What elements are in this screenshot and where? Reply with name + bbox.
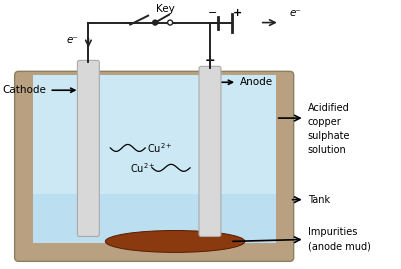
Text: Cu$^{2+}$: Cu$^{2+}$: [130, 161, 156, 175]
Text: solution: solution: [307, 145, 346, 155]
Circle shape: [152, 20, 157, 25]
Text: +: +: [233, 8, 242, 18]
Text: −: −: [208, 8, 217, 18]
Text: Impurities: Impurities: [307, 228, 356, 238]
Text: Cu$^{2+}$: Cu$^{2+}$: [147, 141, 172, 155]
Text: Anode: Anode: [221, 77, 272, 87]
Text: e⁻: e⁻: [67, 36, 78, 45]
Text: +: +: [204, 54, 215, 67]
Text: Tank: Tank: [307, 195, 329, 205]
Text: sulphate: sulphate: [307, 131, 349, 141]
Bar: [32, 194, 275, 243]
Ellipse shape: [105, 231, 244, 252]
Bar: [32, 75, 275, 243]
Text: copper: copper: [307, 117, 340, 127]
Circle shape: [167, 20, 172, 25]
Text: Cathode: Cathode: [3, 85, 75, 95]
Text: e⁻: e⁻: [289, 8, 301, 18]
Text: Key: Key: [155, 4, 174, 14]
Text: Acidified: Acidified: [307, 103, 348, 113]
FancyBboxPatch shape: [77, 60, 99, 236]
Text: (anode mud): (anode mud): [307, 241, 370, 252]
FancyBboxPatch shape: [198, 66, 221, 236]
FancyBboxPatch shape: [14, 71, 293, 261]
